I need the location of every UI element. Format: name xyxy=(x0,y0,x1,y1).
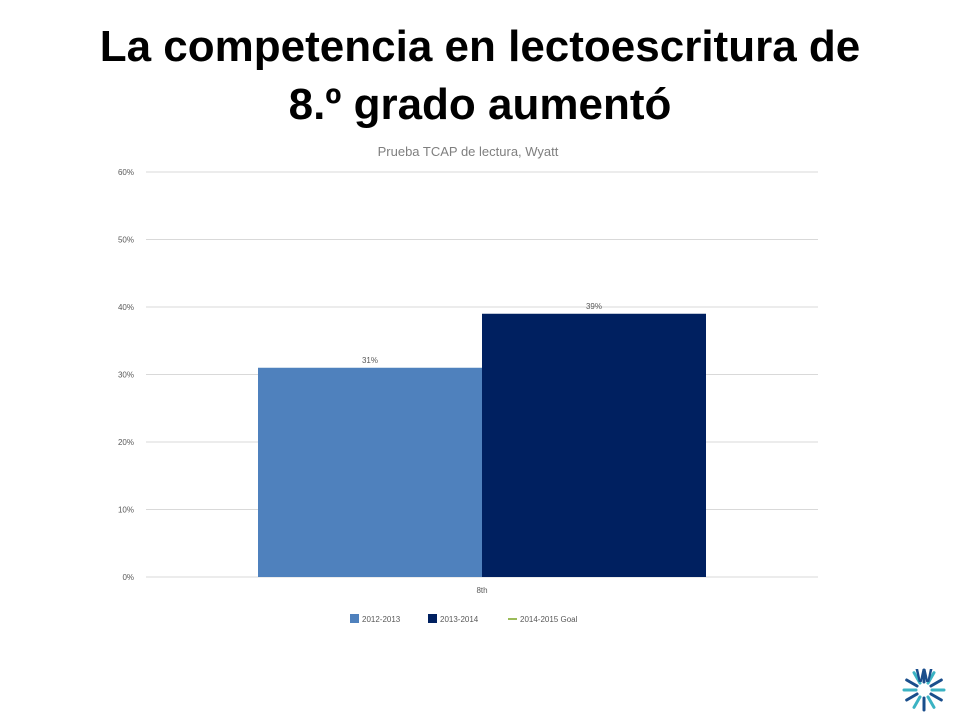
logo-letter: W xyxy=(916,666,933,686)
y-tick-label: 0% xyxy=(122,573,134,582)
y-tick-label: 60% xyxy=(118,168,134,177)
y-tick-label: 40% xyxy=(118,303,134,312)
legend-swatch xyxy=(428,614,437,623)
legend-label: 2013-2014 xyxy=(440,615,479,624)
y-tick-label: 50% xyxy=(118,236,134,245)
data-label: 39% xyxy=(586,302,602,311)
x-tick-label: 8th xyxy=(476,586,487,595)
logo-ray xyxy=(926,671,936,685)
legend-swatch xyxy=(350,614,359,623)
slide-title: La competencia en lectoescritura de 8.º … xyxy=(40,18,920,134)
y-tick-label: 10% xyxy=(118,506,134,515)
bar-2013-2014 xyxy=(482,313,706,577)
y-tick-label: 20% xyxy=(118,438,134,447)
logo-ray xyxy=(912,695,922,709)
y-tick-label: 30% xyxy=(118,371,134,380)
legend-label: 2014-2015 Goal xyxy=(520,615,578,624)
data-label: 31% xyxy=(362,356,378,365)
bar-2012-2013 xyxy=(258,367,482,577)
logo-ray xyxy=(926,695,936,709)
slide-title-line-2: 8.º grado aumentó xyxy=(288,80,672,129)
logo-ray xyxy=(905,692,919,702)
chart-title: Prueba TCAP de lectura, Wyatt xyxy=(378,144,559,159)
logo-ray xyxy=(912,671,922,685)
logo-ray xyxy=(905,678,919,688)
logo-ray xyxy=(929,692,943,702)
starburst-w-logo-icon: W xyxy=(902,666,946,712)
legend-label: 2012-2013 xyxy=(362,615,401,624)
logo-ray xyxy=(929,678,943,688)
slide-title-line-1: La competencia en lectoescritura de xyxy=(99,22,861,71)
